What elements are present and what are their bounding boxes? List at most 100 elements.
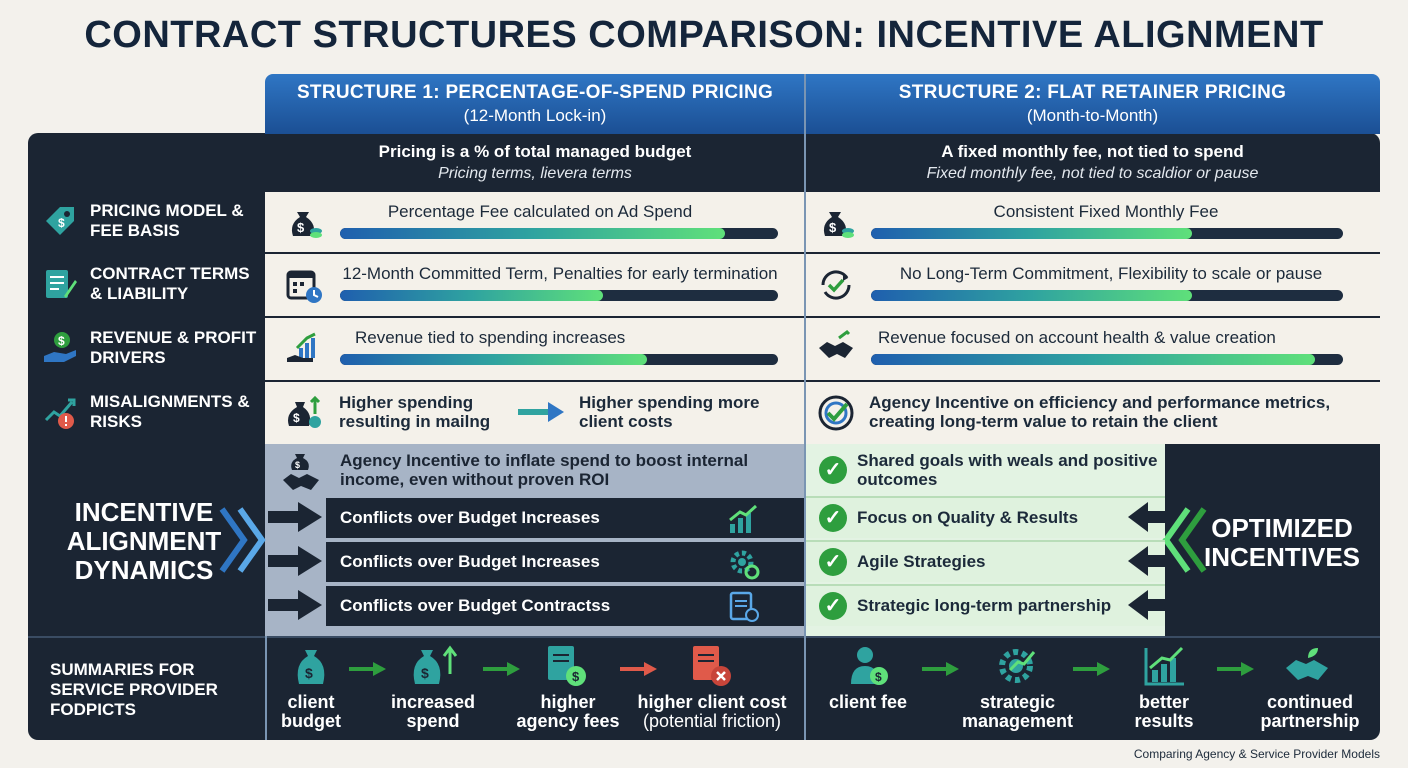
price-tag-icon: $ xyxy=(46,207,74,235)
step-line1: higher xyxy=(540,692,596,712)
step-line1: higher client cost xyxy=(637,692,787,712)
row-label-text: PRICING MODEL & FEE BASIS xyxy=(90,201,244,240)
dynamics-s1-item: Conflicts over Budget Increases xyxy=(326,496,805,538)
row3-structure1-bar xyxy=(340,354,778,365)
row2-structure2-bar xyxy=(871,290,1343,301)
structure2-subtitle: (Month-to-Month) xyxy=(1026,106,1159,125)
step-line2: results xyxy=(1134,711,1194,731)
arrow-right-icon xyxy=(1073,662,1110,676)
structure2-desc-sub: Fixed monthly fee, not tied to scaldior … xyxy=(926,165,1259,182)
handshake-growth-icon xyxy=(1286,648,1328,680)
person-money-icon: $ xyxy=(851,647,888,685)
row3-structure2-cell: Revenue focused on account health & valu… xyxy=(805,316,1380,380)
dynamics-s2-item-text: Agile Strategies xyxy=(857,552,986,571)
svg-text:$: $ xyxy=(305,665,313,681)
chevron-right-icon xyxy=(219,507,266,573)
row4-structure1-cell: $ Higher spending resulting in mailng Hi… xyxy=(265,380,805,444)
money-bag-growth-icon: $ xyxy=(288,395,321,428)
svg-text:$: $ xyxy=(572,669,580,684)
structure2-desc-main: A fixed monthly fee, not tied to spend xyxy=(941,142,1244,161)
step-line1: better xyxy=(1138,692,1189,712)
arrow-right-icon xyxy=(922,662,959,676)
step-line2: spend xyxy=(406,711,460,731)
growth-chart-icon xyxy=(287,332,316,362)
svg-text:$: $ xyxy=(58,216,65,230)
dynamics-s1-item: Conflicts over Budget Increases xyxy=(326,540,805,582)
dynamics-s1-item-text: Conflicts over Budget Contractss xyxy=(340,596,611,615)
step-line2: budget xyxy=(281,711,341,731)
row-label-text: CONTRACT TERMS & LIABILITY xyxy=(90,264,250,303)
row2-structure2-cell: No Long-Term Commitment, Flexibility to … xyxy=(805,252,1380,316)
footer-caption: Comparing Agency & Service Provider Mode… xyxy=(1133,747,1380,761)
arrow-right-icon xyxy=(1217,662,1254,676)
dynamics-s2-item: ✓ Agile Strategies xyxy=(805,540,1165,582)
dynamics-right-label: OPTIMIZED INCENTIVES xyxy=(1192,514,1372,572)
summary-column-divider xyxy=(265,636,267,740)
row-label-text: REVENUE & PROFIT DRIVERS xyxy=(90,328,257,367)
row3-structure1-text: Revenue tied to spending increases xyxy=(355,328,626,347)
misalign-structure1-effect: Higher spending more client costs xyxy=(579,393,760,431)
arrow-right-icon xyxy=(349,662,386,676)
structure1-subtitle: (12-Month Lock-in) xyxy=(463,106,607,125)
check-icon: ✓ xyxy=(819,548,847,576)
structure1-desc-sub: Pricing terms, lievera terms xyxy=(438,165,632,182)
row1-structure2-cell: $ Consistent Fixed Monthly Fee xyxy=(805,190,1380,252)
structure1-desc-main: Pricing is a % of total managed budget xyxy=(378,142,692,161)
summary-s1-step: higher agency fees xyxy=(512,693,624,731)
row2-structure1-bar xyxy=(340,290,778,301)
summary-s2-step: continued partnership xyxy=(1250,693,1370,731)
dynamics-s1-item-text: Conflicts over Budget Increases xyxy=(340,508,600,527)
misalign-structure1-cause: Higher spending resulting in mailng xyxy=(339,393,491,431)
money-bag-icon: $ xyxy=(297,650,325,684)
arrow-left-icon xyxy=(1128,546,1168,576)
check-icon: ✓ xyxy=(819,504,847,532)
page-title: CONTRACT STRUCTURES COMPARISON: INCENTIV… xyxy=(84,14,1324,56)
svg-text:$: $ xyxy=(293,411,300,425)
dynamics-s1-item-text: Agency Incentive to inflate spend to boo… xyxy=(340,451,749,489)
row1-structure2-bar xyxy=(871,228,1343,239)
document-money-icon: $ xyxy=(548,646,586,686)
row1-structure1-bar xyxy=(340,228,778,239)
row1-structure1-text: Percentage Fee calculated on Ad Spend xyxy=(387,202,693,221)
svg-text:$: $ xyxy=(829,220,837,235)
dynamics-s2-item: ✓ Strategic long-term partnership xyxy=(805,584,1165,626)
step-line2: partnership xyxy=(1260,711,1360,731)
dynamics-s2-item: ✓ Focus on Quality & Results xyxy=(805,496,1165,538)
summary-divider xyxy=(28,636,1380,638)
gear-growth-icon xyxy=(999,649,1036,683)
row-label-pricing-model: $ PRICING MODEL & FEE BASIS xyxy=(28,190,265,252)
dynamics-s2-item-text: Focus on Quality & Results xyxy=(857,508,1079,527)
row3-structure2-text: Revenue focused on account health & valu… xyxy=(878,328,1276,347)
check-icon: ✓ xyxy=(819,456,847,484)
dynamics-s2-item: ✓ Shared goals with weals and positive o… xyxy=(805,444,1165,496)
money-bag-icon: $ xyxy=(823,212,854,238)
row2-structure2-text: No Long-Term Commitment, Flexibility to … xyxy=(899,264,1323,283)
structure1-header: STRUCTURE 1: PERCENTAGE-OF-SPEND PRICING… xyxy=(265,74,805,134)
step-line2: (potential friction) xyxy=(642,711,782,731)
money-bag-growth-icon: $ xyxy=(413,645,458,684)
growth-chart-icon xyxy=(729,504,758,533)
step-line2: management xyxy=(961,711,1074,731)
target-check-icon xyxy=(818,395,854,431)
step-line2: agency fees xyxy=(516,711,620,731)
row2-structure1-cell: 12-Month Committed Term, Penalties for e… xyxy=(265,252,805,316)
row-label-revenue-drivers: $ REVENUE & PROFIT DRIVERS xyxy=(28,316,265,380)
svg-text:$: $ xyxy=(875,670,882,684)
document-pen-icon xyxy=(46,270,77,298)
row-label-text: MISALIGNMENTS & RISKS xyxy=(90,392,250,431)
dynamics-left-label: INCENTIVE ALIGNMENT DYNAMICS xyxy=(44,498,244,585)
column-divider xyxy=(804,74,806,740)
step-line1: client fee xyxy=(828,692,908,712)
structure2-header: STRUCTURE 2: FLAT RETAINER PRICING (Mont… xyxy=(805,74,1380,134)
check-icon: ✓ xyxy=(819,592,847,620)
svg-text:$: $ xyxy=(297,220,305,235)
summary-s1-step: increased spend xyxy=(382,693,484,731)
row-label-misalignments: MISALIGNMENTS & RISKS xyxy=(28,380,265,444)
row1-structure1-cell: $ Percentage Fee calculated on Ad Spend xyxy=(265,190,805,252)
chevron-left-icon xyxy=(1162,507,1207,573)
arrow-right-icon xyxy=(268,546,322,576)
structure1-description: Pricing is a % of total managed budget P… xyxy=(265,134,805,190)
dynamics-left-label-text: INCENTIVE ALIGNMENT DYNAMICS xyxy=(66,497,222,585)
row-label-contract-terms: CONTRACT TERMS & LIABILITY xyxy=(28,252,265,316)
row3-structure2-bar xyxy=(871,354,1343,365)
